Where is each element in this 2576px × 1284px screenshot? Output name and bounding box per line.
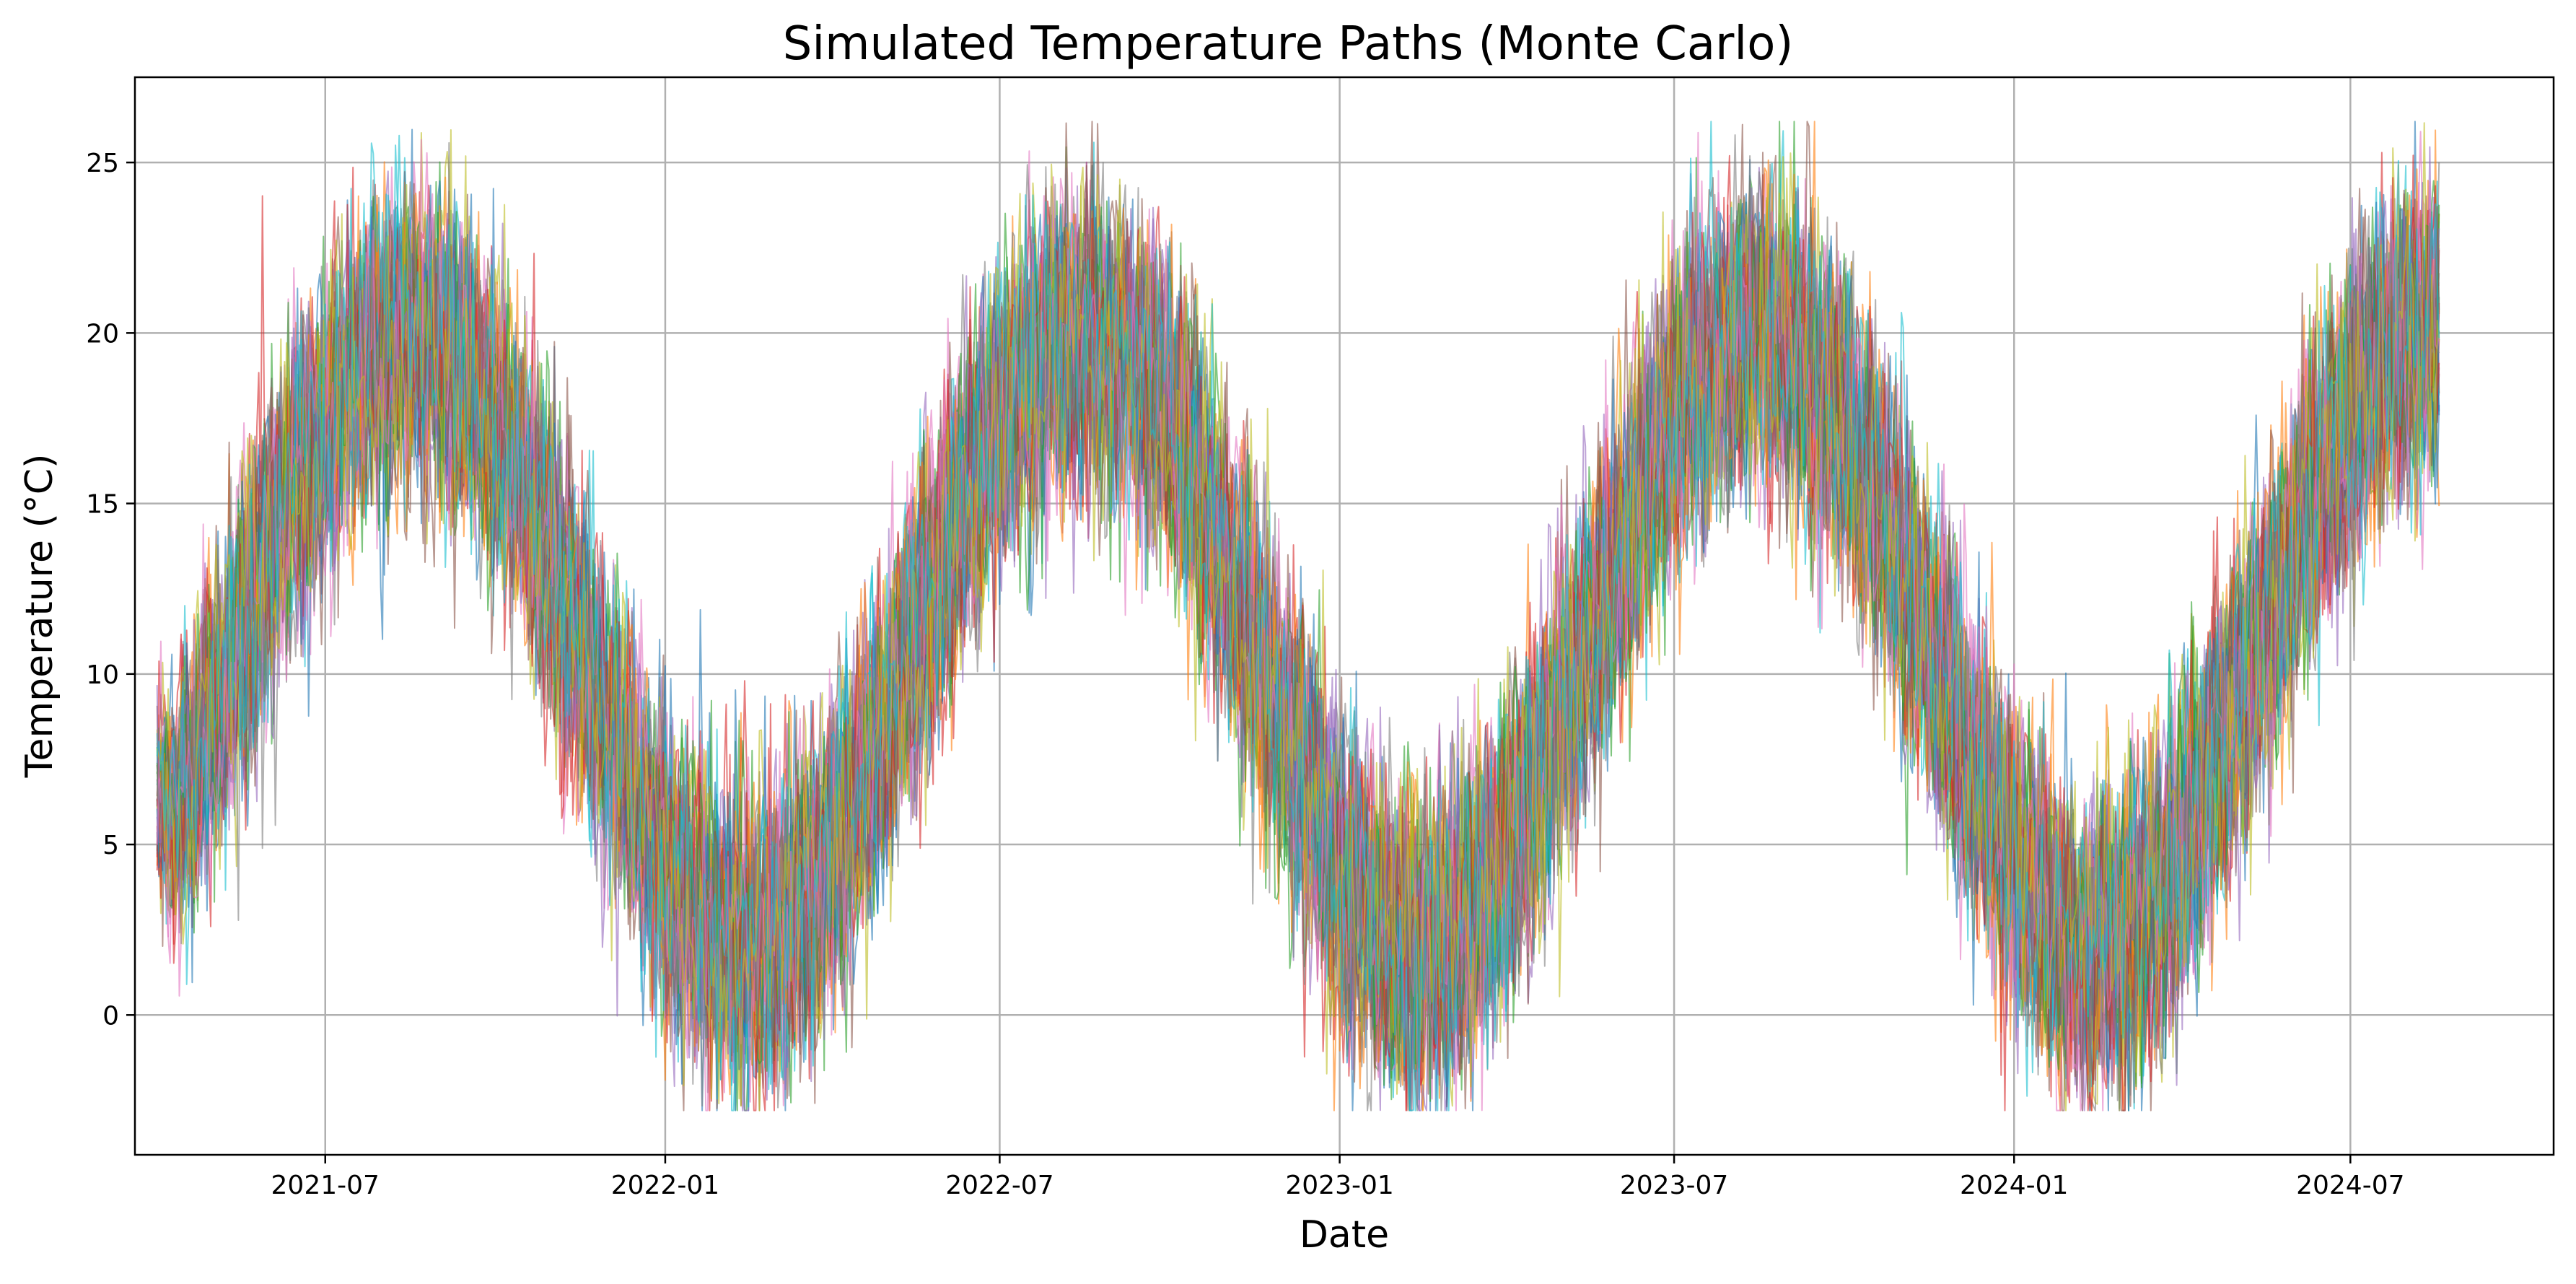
x-tick-label: 2022-07 bbox=[945, 1171, 1053, 1200]
x-tick-label: 2024-07 bbox=[2296, 1171, 2404, 1200]
y-tick-label: 0 bbox=[102, 1001, 119, 1031]
series-layer bbox=[156, 121, 2440, 1112]
x-tick-label: 2023-07 bbox=[1620, 1171, 1728, 1200]
x-axis: 2021-07 2022-01 2022-07 2023-01 2023-07 2024-… bbox=[271, 1155, 2405, 1200]
x-tick-label: 2024-01 bbox=[1960, 1171, 2068, 1200]
y-axis: 0 5 10 15 20 25 bbox=[86, 149, 135, 1031]
y-tick-label: 15 bbox=[86, 490, 119, 520]
series-line bbox=[156, 122, 2440, 1107]
chart-title: Simulated Temperature Paths (Monte Carlo… bbox=[783, 17, 1794, 71]
x-tick-label: 2021-07 bbox=[271, 1171, 380, 1200]
x-axis-label: Date bbox=[1300, 1213, 1389, 1257]
y-tick-label: 5 bbox=[102, 831, 119, 860]
plot-frame bbox=[133, 76, 2555, 1156]
series-line bbox=[156, 134, 2440, 1112]
y-tick-label: 20 bbox=[86, 319, 119, 349]
x-tick-label: 2023-01 bbox=[1285, 1171, 1393, 1200]
y-tick-label: 25 bbox=[86, 149, 119, 178]
x-tick-label: 2022-01 bbox=[611, 1171, 719, 1200]
y-axis-label: Temperature (°C) bbox=[18, 454, 61, 779]
y-tick-label: 10 bbox=[86, 660, 119, 690]
